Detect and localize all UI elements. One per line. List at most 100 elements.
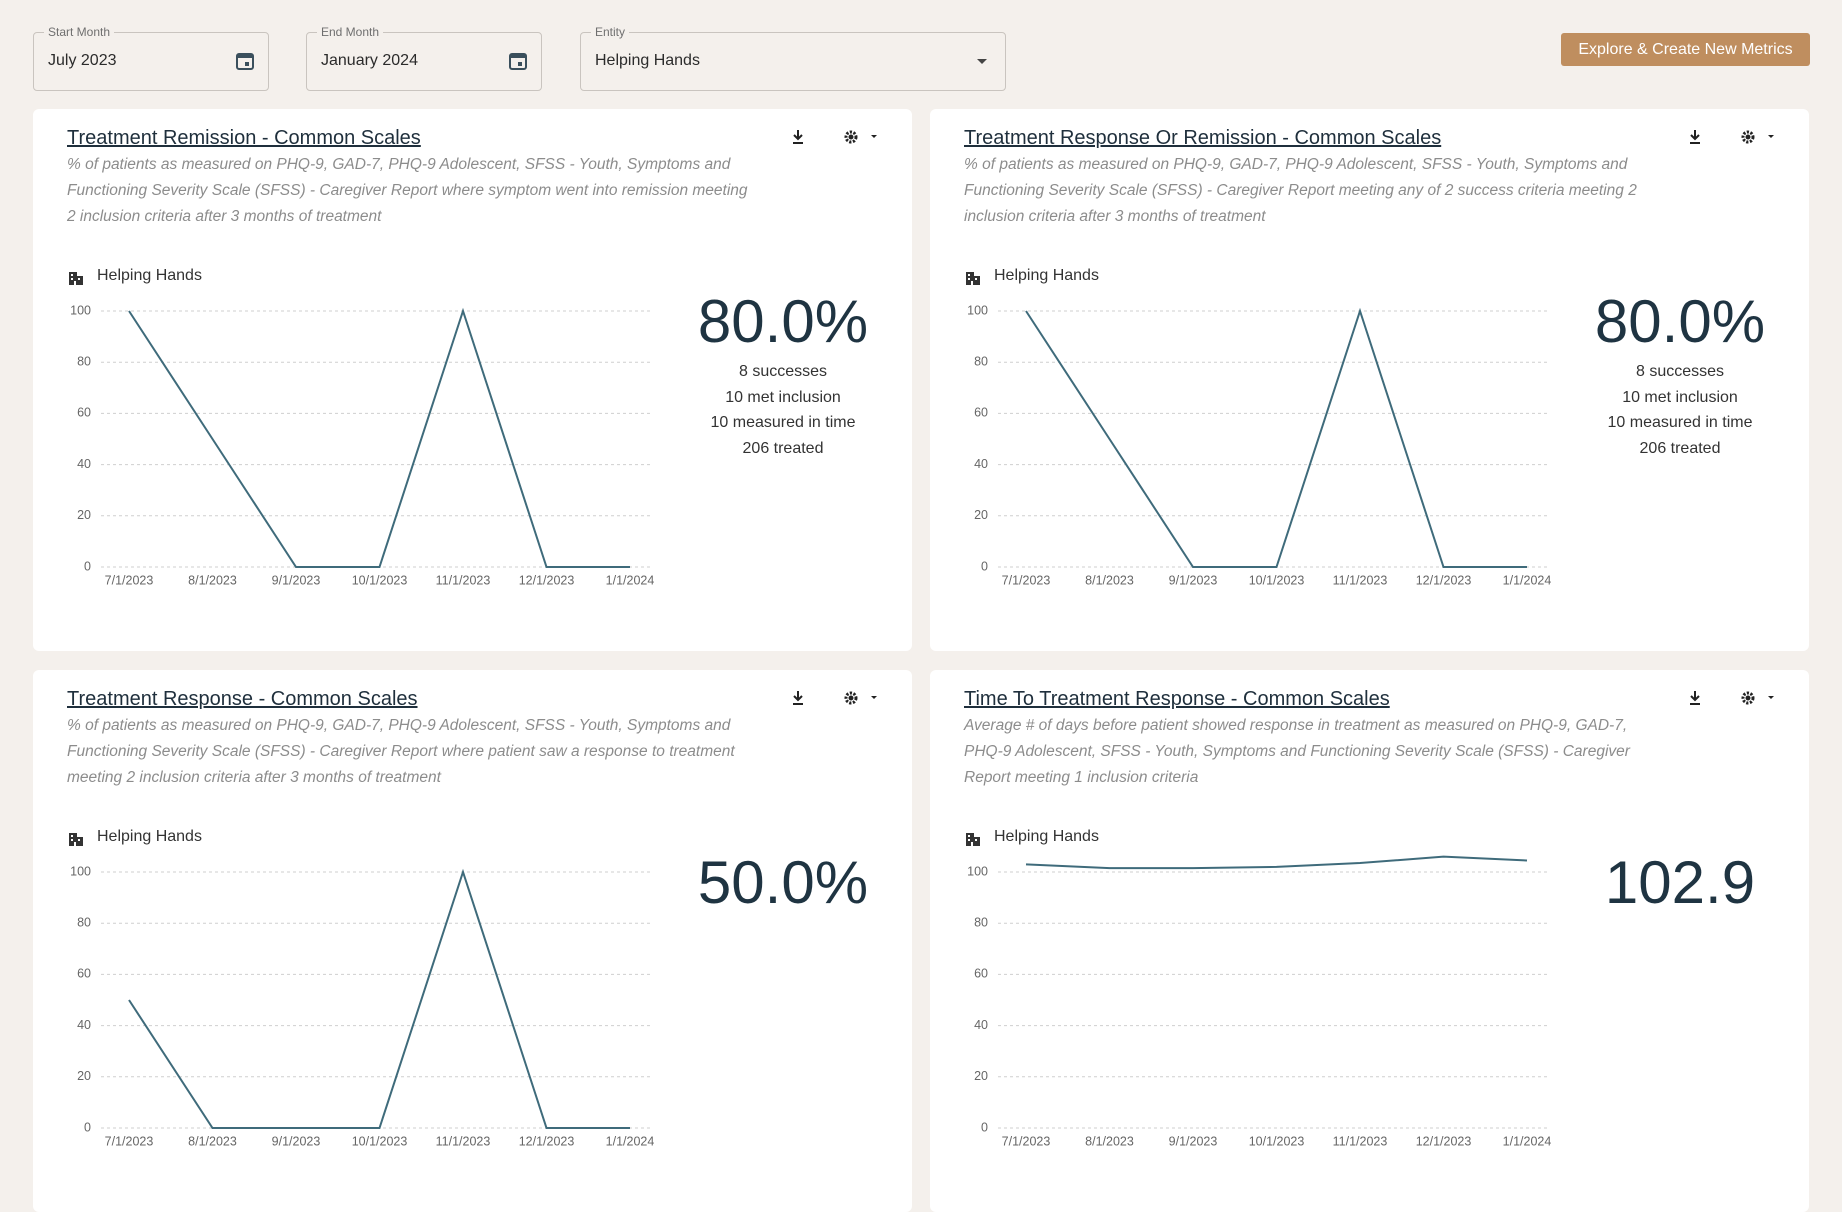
field-value: Helping Hands: [595, 52, 700, 69]
metric-detail: 206 treated: [742, 439, 824, 457]
y-tick-label: 20: [77, 508, 91, 522]
x-tick-label: 10/1/2023: [1249, 1134, 1305, 1148]
settings-menu[interactable]: [1740, 129, 1780, 145]
x-tick-label: 10/1/2023: [352, 1134, 408, 1148]
calendar-icon: [509, 53, 527, 70]
field-value: January 2024: [321, 52, 418, 69]
entity-label: Helping Hands: [97, 828, 202, 845]
field-label: End Month: [317, 25, 384, 39]
y-tick-label: 40: [77, 1018, 91, 1032]
card-description: Report meeting 1 inclusion criteria: [964, 769, 1199, 786]
metric-card: Time To Treatment Response - Common Scal…: [930, 670, 1809, 1212]
x-tick-label: 12/1/2023: [1416, 1134, 1472, 1148]
card-description: inclusion criteria after 3 months of tre…: [964, 208, 1266, 225]
y-tick-label: 0: [981, 559, 988, 573]
y-tick-label: 60: [974, 406, 988, 420]
metric-value: 80.0%: [697, 288, 869, 355]
x-tick-label: 7/1/2023: [105, 1134, 154, 1148]
start-month-field[interactable]: Start Month July 2023: [33, 25, 269, 91]
metric-card: Treatment Response - Common Scales % of p…: [33, 670, 912, 1212]
x-tick-label: 8/1/2023: [188, 1134, 237, 1148]
x-tick-label: 11/1/2023: [1333, 1134, 1388, 1148]
settings-menu[interactable]: [843, 690, 883, 706]
card-description: 2 inclusion criteria after 3 months of t…: [67, 208, 382, 225]
card-description: Average # of days before patient showed …: [964, 717, 1628, 734]
card-title: Time To Treatment Response - Common Scal…: [964, 688, 1390, 710]
metric-detail: 8 successes: [738, 363, 828, 380]
metric-detail: 10 measured in time: [1607, 414, 1753, 431]
data-line: [128, 868, 630, 1129]
x-tick-label: 8/1/2023: [1085, 1134, 1134, 1148]
card-description: meeting 2 inclusion criteria after 3 mon…: [67, 769, 441, 786]
x-tick-label: 12/1/2023: [519, 573, 575, 587]
y-tick-label: 40: [974, 1018, 988, 1032]
y-tick-label: 20: [974, 508, 988, 522]
card-title: Treatment Response Or Remission - Common…: [964, 127, 1442, 149]
y-tick-label: 80: [974, 354, 988, 368]
metric-detail: 8 successes: [1635, 363, 1725, 380]
metric-detail: 10 measured in time: [710, 414, 856, 431]
line-chart: 0 20 40 60 80 100 7/1/2023 8/1/2023 9/1/2023 10/1…: [70, 864, 655, 1148]
settings-menu[interactable]: [1740, 690, 1780, 706]
metric-card: Treatment Remission - Common Scales % of …: [33, 109, 912, 651]
download-icon[interactable]: [1688, 129, 1702, 145]
card-description: % of patients as measured on PHQ-9, GAD-…: [67, 717, 731, 734]
entity-label: Helping Hands: [97, 267, 202, 284]
card-description: % of patients as measured on PHQ-9, GAD-…: [67, 156, 731, 173]
y-tick-label: 40: [974, 457, 988, 471]
x-tick-label: 11/1/2023: [436, 573, 491, 587]
y-tick-label: 100: [70, 864, 91, 878]
x-tick-label: 8/1/2023: [1085, 573, 1134, 587]
card-description: Functioning Severity Scale (SFSS) - Care…: [67, 182, 748, 199]
entity-label: Helping Hands: [994, 267, 1099, 284]
x-tick-label: 1/1/2024: [606, 1134, 655, 1148]
line-chart: 0 20 40 60 80 100 7/1/2023 8/1/2023 9/1/2023 10/1…: [70, 303, 655, 587]
metric-detail: 206 treated: [1639, 439, 1721, 457]
page: Start Month July 2023 End Month January …: [33, 25, 1810, 1212]
x-tick-label: 1/1/2024: [1503, 1134, 1552, 1148]
x-tick-label: 1/1/2024: [606, 573, 655, 587]
x-tick-label: 10/1/2023: [1249, 573, 1305, 587]
explore-button[interactable]: Explore & Create New Metrics: [1561, 33, 1810, 66]
line-chart: 0 20 40 60 80 100 7/1/2023 8/1/2023 9/1/2023 10/1…: [967, 855, 1552, 1148]
x-tick-label: 8/1/2023: [188, 573, 237, 587]
y-tick-label: 60: [77, 406, 91, 420]
y-tick-label: 80: [77, 354, 91, 368]
card-description: PHQ-9 Adolescent, SFSS - Youth, Symptoms…: [964, 743, 1630, 760]
x-tick-label: 7/1/2023: [1002, 1134, 1051, 1148]
line-chart: 0 20 40 60 80 100 7/1/2023 8/1/2023 9/1/2023 10/1…: [967, 303, 1551, 587]
field-label: Entity: [591, 25, 630, 39]
metric-card: Treatment Response Or Remission - Common…: [930, 109, 1809, 651]
download-icon[interactable]: [1688, 690, 1702, 706]
x-tick-label: 12/1/2023: [519, 1134, 575, 1148]
card-title: Treatment Remission - Common Scales: [67, 127, 421, 149]
y-tick-label: 40: [77, 457, 91, 471]
x-tick-label: 9/1/2023: [1169, 573, 1218, 587]
data-line: [128, 307, 630, 568]
download-icon[interactable]: [791, 129, 805, 145]
y-tick-label: 0: [84, 1120, 91, 1134]
y-tick-label: 100: [70, 303, 91, 317]
building-icon: [966, 272, 980, 285]
metric-detail: 10 met inclusion: [725, 388, 841, 406]
x-tick-label: 11/1/2023: [1333, 573, 1388, 587]
y-tick-label: 0: [84, 559, 91, 573]
card-description: Functioning Severity Scale (SFSS) - Care…: [964, 182, 1637, 199]
y-tick-label: 100: [967, 303, 988, 317]
x-tick-label: 11/1/2023: [436, 1134, 491, 1148]
y-tick-label: 100: [967, 864, 988, 878]
download-icon[interactable]: [791, 690, 805, 706]
end-month-field[interactable]: End Month January 2024: [306, 25, 542, 91]
x-tick-label: 7/1/2023: [105, 573, 154, 587]
y-tick-label: 60: [77, 967, 91, 981]
building-icon: [69, 272, 83, 285]
y-tick-label: 80: [974, 915, 988, 929]
y-tick-label: 60: [974, 967, 988, 981]
dropdown-caret: [977, 59, 987, 64]
settings-menu[interactable]: [843, 129, 883, 145]
card-title: Treatment Response - Common Scales: [67, 688, 418, 710]
y-tick-label: 80: [77, 915, 91, 929]
metric-value: 80.0%: [1594, 288, 1766, 355]
entity-select[interactable]: Entity Helping Hands: [580, 25, 1006, 91]
calendar-icon: [236, 53, 254, 70]
